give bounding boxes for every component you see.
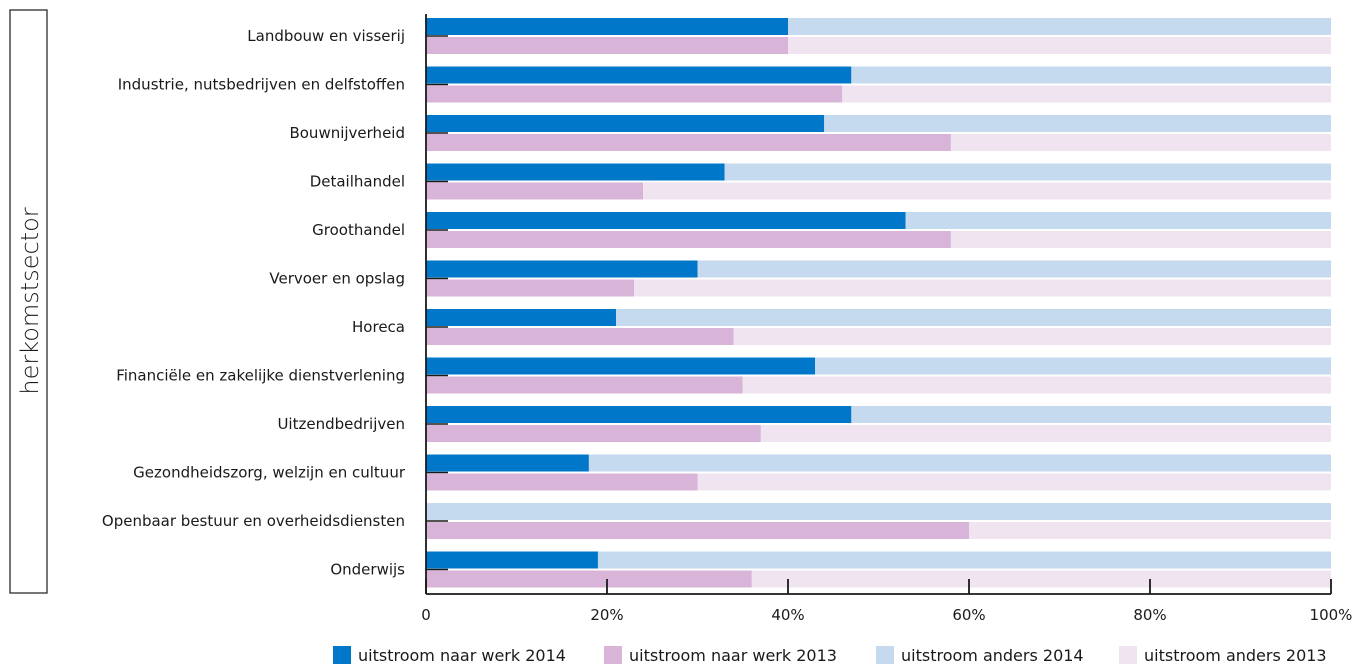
bar-anders-2014	[905, 212, 1331, 229]
category-label: Openbaar bestuur en overheidsdiensten	[102, 512, 405, 530]
x-tick-label: 80%	[1133, 606, 1166, 624]
bar-anders-2013	[634, 279, 1331, 297]
category-label: Financiële en zakelijke dienstverlening	[116, 367, 405, 385]
bar-werk-2014	[426, 212, 906, 229]
x-tick-label: 60%	[952, 606, 985, 624]
category-label: Horeca	[352, 318, 405, 336]
bar-werk-2014	[426, 66, 852, 84]
bar-anders-2013	[950, 231, 1331, 248]
bar-werk-2013	[426, 182, 644, 200]
legend-swatch	[333, 646, 351, 664]
bar-werk-2014	[426, 260, 698, 278]
bar-anders-2014	[851, 66, 1331, 84]
x-tick-labels: 0 20% 40% 60% 80% 100%	[421, 606, 1352, 624]
bar-werk-2013	[426, 231, 951, 248]
category-label: Gezondheidszorg, welzijn en cultuur	[133, 464, 406, 482]
bar-anders-2013	[697, 473, 1331, 491]
legend: uitstroom naar werk 2014 uitstroom naar w…	[333, 646, 1327, 664]
bar-werk-2013	[426, 279, 635, 297]
bar-anders-2014	[426, 503, 1331, 520]
category-label: Bouwnijverheid	[289, 124, 405, 142]
bar-werk-2014	[426, 551, 598, 569]
bar-werk-2013	[426, 85, 843, 103]
axes	[425, 14, 1332, 595]
bar-werk-2013	[426, 134, 951, 151]
bar-werk-2013	[426, 37, 788, 54]
bar-anders-2013	[751, 570, 1331, 588]
bar-anders-2013	[788, 37, 1331, 54]
category-label: Groothandel	[312, 221, 405, 239]
bar-anders-2014	[851, 406, 1331, 423]
category-labels: Landbouw en visserij Industrie, nutsbedri…	[102, 27, 406, 579]
legend-swatch	[876, 646, 894, 664]
x-tick-label: 20%	[590, 606, 623, 624]
bar-anders-2014	[824, 115, 1331, 132]
bar-werk-2013	[426, 522, 969, 539]
bar-anders-2013	[733, 328, 1331, 345]
legend-label: uitstroom naar werk 2013	[629, 646, 837, 664]
legend-swatch	[604, 646, 622, 664]
bar-anders-2013	[842, 85, 1331, 103]
bar-werk-2013	[426, 570, 752, 588]
bar-werk-2013	[426, 473, 698, 491]
bar-werk-2014	[426, 309, 617, 326]
bar-anders-2014	[724, 163, 1331, 181]
bar-anders-2014	[815, 357, 1331, 375]
x-tick-label: 0	[421, 606, 431, 624]
category-label: Detailhandel	[310, 173, 405, 191]
legend-label: uitstroom naar werk 2014	[358, 646, 566, 664]
bar-werk-2014	[426, 406, 852, 423]
y-axis-title-box	[9, 9, 48, 594]
bar-anders-2014	[588, 454, 1331, 472]
category-label: Industrie, nutsbedrijven en delfstoffen	[118, 76, 405, 94]
category-label: Onderwijs	[330, 561, 405, 579]
bar-werk-2014	[426, 18, 788, 35]
category-label: Landbouw en visserij	[247, 27, 405, 45]
legend-label: uitstroom anders 2014	[901, 646, 1084, 664]
bar-anders-2013	[643, 182, 1331, 200]
bar-anders-2014	[597, 551, 1331, 569]
y-axis-title-group: herkomstsector	[9, 9, 48, 594]
x-tick-label: 100%	[1310, 606, 1353, 624]
x-tick-label: 40%	[771, 606, 804, 624]
bar-werk-2013	[426, 425, 761, 442]
bar-anders-2014	[788, 18, 1331, 35]
bar-werk-2014	[426, 115, 825, 132]
bar-anders-2013	[760, 425, 1331, 442]
bar-anders-2013	[742, 376, 1331, 394]
legend-label: uitstroom anders 2013	[1144, 646, 1327, 664]
bar-anders-2013	[950, 134, 1331, 151]
bar-werk-2014	[426, 163, 725, 181]
category-label: Vervoer en opslag	[269, 270, 405, 288]
bar-werk-2014	[426, 357, 816, 375]
category-label: Uitzendbedrijven	[277, 415, 405, 433]
bar-werk-2014	[426, 454, 589, 472]
bar-werk-2013	[426, 376, 743, 394]
bar-anders-2013	[969, 522, 1331, 539]
bar-anders-2014	[616, 309, 1331, 326]
bar-anders-2014	[697, 260, 1331, 278]
bars-layer	[426, 18, 1331, 588]
bar-werk-2013	[426, 328, 734, 345]
legend-swatch	[1119, 646, 1137, 664]
y-axis-title: herkomstsector	[16, 207, 44, 394]
